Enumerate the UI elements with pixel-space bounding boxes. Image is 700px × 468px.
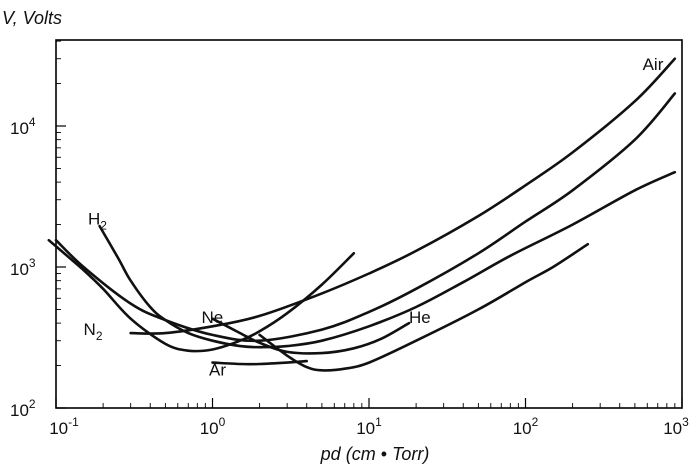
x-tick-label: 100 <box>200 415 226 438</box>
series-line-air <box>129 57 677 335</box>
series-line-he <box>211 317 411 355</box>
series-line-n2 <box>54 92 677 343</box>
axis-ticks <box>55 40 683 409</box>
x-tick-label: 103 <box>663 415 689 438</box>
y-tick-label: 104 <box>10 115 36 138</box>
series-label-he: He <box>409 308 431 327</box>
tick-labels: 10-1 100 101 102 103 102 103 104 <box>10 115 689 438</box>
series-line-h2 <box>98 170 677 349</box>
x-axis-title: pd (cm • Torr) <box>320 444 430 464</box>
series-label-n2: N2 <box>84 320 103 343</box>
plot-frame <box>55 39 683 409</box>
y-tick-label: 103 <box>10 256 36 279</box>
series-line-ar-low-pd <box>211 359 308 366</box>
series-line-ne <box>47 238 356 353</box>
x-tick-label: 102 <box>513 415 539 438</box>
series-curves <box>47 57 677 372</box>
series-label-ne: Ne <box>201 308 223 327</box>
series-label-air: Air <box>643 55 664 74</box>
series-label-h2: H2 <box>88 210 107 233</box>
y-axis-title: V, Volts <box>2 8 62 28</box>
y-tick-label: 102 <box>10 397 36 420</box>
series-labels: Air N2 H2 Ne He Ar <box>84 55 664 380</box>
x-tick-label: 10-1 <box>49 415 79 438</box>
x-tick-label: 101 <box>356 415 382 438</box>
series-line-ar <box>258 242 590 372</box>
series-label-ar: Ar <box>209 361 226 380</box>
